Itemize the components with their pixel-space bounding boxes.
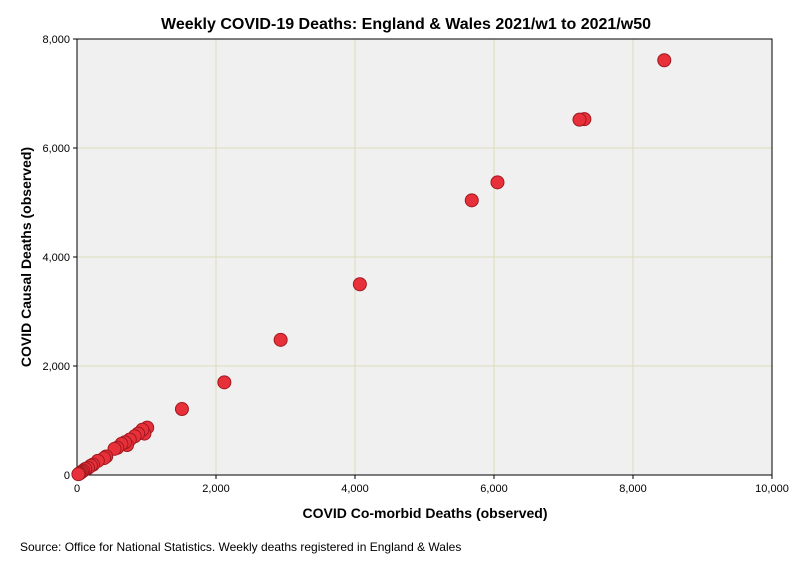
x-tick-label: 8,000 [619, 483, 647, 495]
data-point [572, 112, 587, 127]
data-point [174, 402, 189, 417]
data-point [464, 193, 479, 208]
data-point [657, 53, 672, 68]
y-tick-label: 0 [64, 470, 70, 482]
data-point [352, 277, 367, 292]
source-note: Source: Office for National Statistics. … [20, 540, 462, 554]
x-tick-label: 10,000 [755, 483, 789, 495]
y-tick-label: 8,000 [42, 34, 70, 46]
x-tick-label: 0 [74, 483, 80, 495]
data-points [71, 53, 672, 482]
scatter-chart: Weekly COVID-19 Deaths: England & Wales … [18, 16, 789, 521]
data-point [273, 332, 288, 347]
y-tick-label: 2,000 [42, 361, 70, 373]
gridlines [77, 39, 772, 475]
data-point [217, 375, 232, 390]
x-tick-label: 4,000 [341, 483, 369, 495]
y-tick-label: 4,000 [42, 252, 70, 264]
y-tick-label: 6,000 [42, 143, 70, 155]
chart-title: Weekly COVID-19 Deaths: England & Wales … [161, 16, 651, 33]
data-point [490, 175, 505, 190]
axis-ticks: 0 2,000 4,000 6,000 8,000 10,000 0 2,000 4,000 6,… [42, 34, 788, 495]
x-tick-label: 6,000 [480, 483, 508, 495]
x-axis-label: COVID Co-morbid Deaths (observed) [302, 505, 547, 521]
y-axis-label: COVID Causal Deaths (observed) [18, 147, 34, 367]
data-point [71, 467, 86, 482]
x-tick-label: 2,000 [202, 483, 230, 495]
